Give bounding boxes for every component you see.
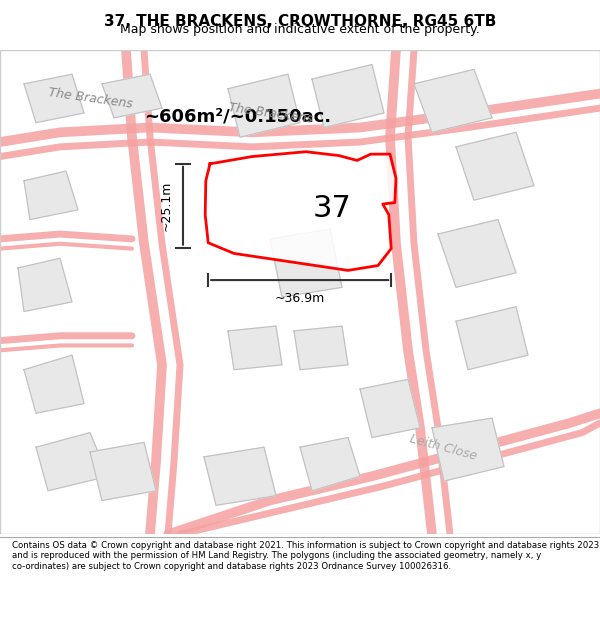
Polygon shape	[294, 326, 348, 370]
Polygon shape	[228, 74, 300, 137]
Polygon shape	[36, 432, 108, 491]
Polygon shape	[205, 152, 396, 271]
Polygon shape	[414, 69, 492, 132]
Text: Contains OS data © Crown copyright and database right 2021. This information is : Contains OS data © Crown copyright and d…	[12, 541, 599, 571]
Polygon shape	[456, 307, 528, 370]
Polygon shape	[432, 418, 504, 481]
Text: 37: 37	[313, 194, 352, 222]
Text: The Brackens: The Brackens	[48, 86, 134, 111]
Text: ~25.1m: ~25.1m	[159, 181, 172, 231]
Polygon shape	[18, 258, 72, 311]
Polygon shape	[24, 355, 84, 413]
Polygon shape	[24, 74, 84, 122]
Polygon shape	[228, 326, 282, 370]
Polygon shape	[270, 229, 342, 297]
Polygon shape	[312, 64, 384, 128]
Polygon shape	[360, 379, 420, 438]
Polygon shape	[102, 74, 162, 118]
Text: ~606m²/~0.150ac.: ~606m²/~0.150ac.	[144, 107, 331, 125]
Polygon shape	[90, 442, 156, 501]
Text: The Brackens: The Brackens	[228, 101, 314, 125]
Polygon shape	[438, 219, 516, 288]
Polygon shape	[300, 438, 360, 491]
Text: Leith Close: Leith Close	[408, 432, 478, 462]
Text: 37, THE BRACKENS, CROWTHORNE, RG45 6TB: 37, THE BRACKENS, CROWTHORNE, RG45 6TB	[104, 14, 496, 29]
Polygon shape	[456, 132, 534, 200]
Polygon shape	[24, 171, 78, 219]
Text: Map shows position and indicative extent of the property.: Map shows position and indicative extent…	[120, 23, 480, 36]
Text: ~36.9m: ~36.9m	[275, 292, 325, 305]
Polygon shape	[204, 447, 276, 505]
